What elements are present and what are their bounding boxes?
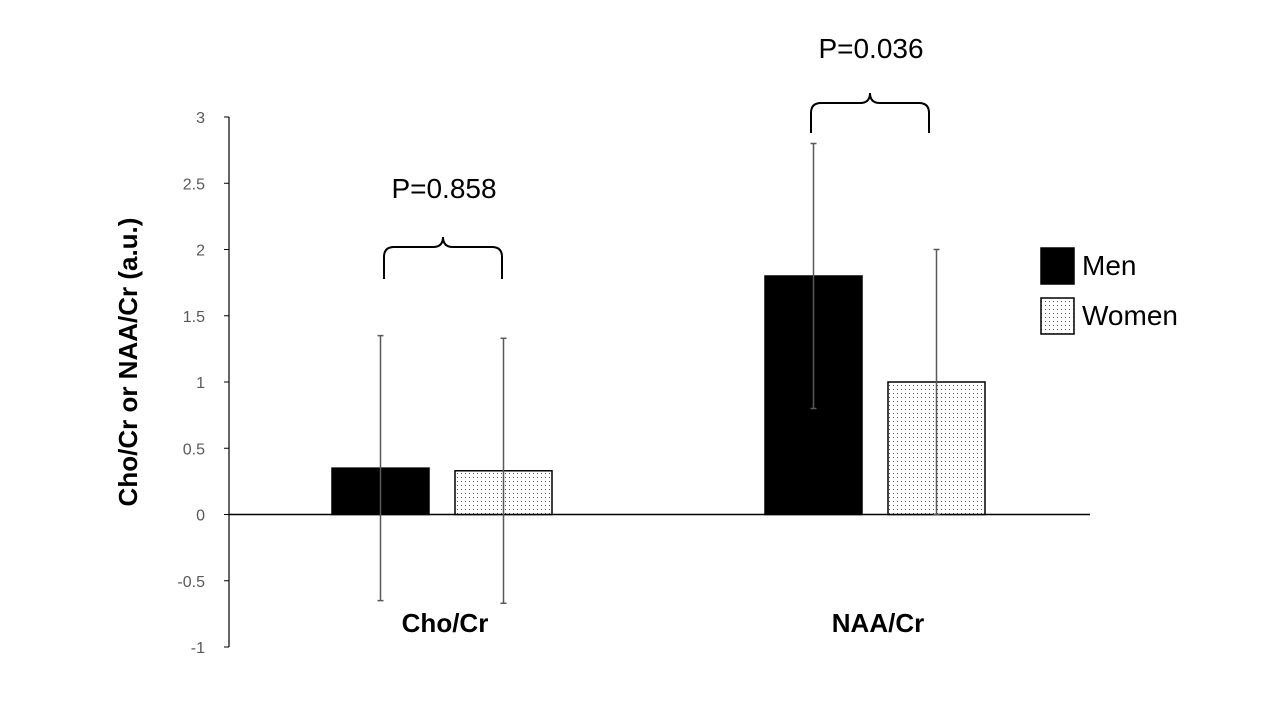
p-value-label: P=0.036 [818, 33, 923, 64]
legend-label-women: Women [1082, 300, 1178, 331]
y-tick-label: 1.5 [183, 309, 205, 326]
legend-label-men: Men [1082, 250, 1136, 281]
y-tick-label: 2.5 [183, 176, 205, 193]
significance-brace [383, 236, 503, 279]
x-category-label: NAA/Cr [832, 608, 924, 638]
legend-swatch-men [1040, 247, 1075, 285]
p-value-label: P=0.858 [391, 173, 496, 204]
y-axis-title: Cho/Cr or NAA/Cr (a.u.) [113, 218, 143, 507]
y-tick-label: 2 [196, 243, 205, 260]
y-tick-label: -0.5 [177, 574, 205, 591]
x-category-label: Cho/Cr [402, 608, 489, 638]
y-tick-label: -1 [191, 640, 205, 657]
y-tick-label: 0.5 [183, 441, 205, 458]
y-tick-label: 0 [196, 508, 205, 525]
y-tick-label: 1 [196, 375, 205, 392]
y-tick-label: 3 [196, 110, 205, 127]
legend-swatch-women [1040, 297, 1075, 335]
significance-brace [810, 92, 930, 133]
